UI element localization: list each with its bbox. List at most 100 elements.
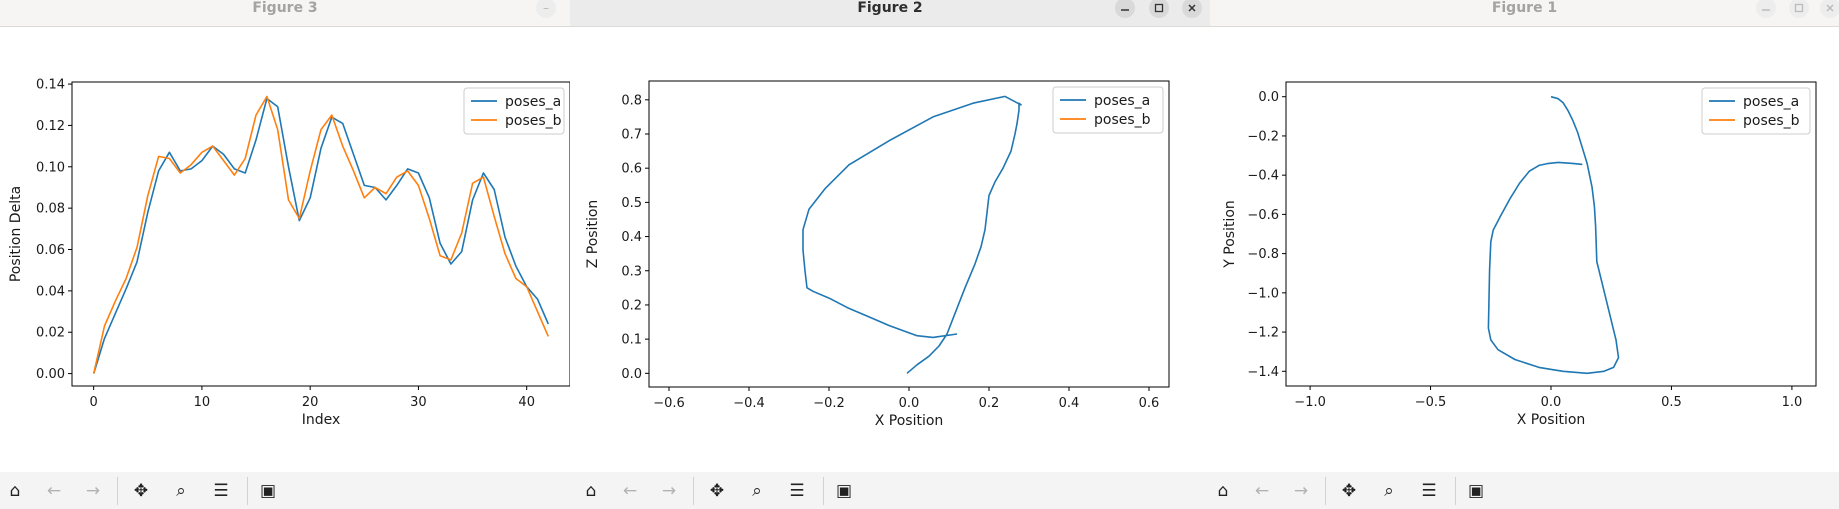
configure-icon[interactable]: ☰ [789,481,805,501]
y-axis-label: Z Position [585,200,601,269]
home-icon[interactable]: ⌂ [9,481,21,501]
save-icon[interactable]: ▣ [259,481,277,501]
pan-icon[interactable]: ✥ [1341,481,1357,501]
legend-label: poses_b [505,113,562,129]
x-axis-label: X Position [1517,412,1586,428]
legend-box [1701,87,1811,135]
legend-label: poses_b [1743,113,1800,129]
y-tick-label: 0.10 [36,160,65,175]
save-icon[interactable]: ▣ [835,481,853,501]
back-icon[interactable]: ← [1254,481,1270,501]
legend-box [463,87,565,135]
close-icon[interactable] [1182,0,1202,18]
toolbar-separator [117,477,118,505]
pan-icon[interactable]: ✥ [709,481,725,501]
x-tick-label: 0 [90,395,98,410]
x-tick-label: 0.2 [979,396,1000,411]
maximize-icon[interactable] [1149,0,1169,18]
x-tick-label: 10 [194,395,211,410]
y-tick-label: 0.00 [36,367,65,382]
toolbar-separator [1325,477,1326,505]
window-title: Figure 3 [252,0,318,16]
configure-icon[interactable]: ☰ [213,481,229,501]
y-tick-label: 0.14 [36,78,65,93]
legend-box [1052,86,1164,134]
toolbar-separator [823,477,824,505]
window-title: Figure 2 [857,0,923,16]
figure-3-window[interactable]: Figure 3 – 0 10 20 30 40 0.00 0.02 0.04 0.06 0.08… [0,0,570,509]
y-tick-label: 0.0 [621,367,642,382]
figure-1-plot: −1.0 −0.5 0.0 0.5 1.0 0.0 −0.2 −0.4 −0.6 −0.8 −1.0… [1222,81,1817,428]
back-icon[interactable]: ← [46,481,62,501]
window-titlebar[interactable]: Figure 1 [1210,0,1839,27]
y-tick-label: 0.6 [621,162,642,177]
window-titlebar[interactable]: Figure 3 – [0,0,570,27]
y-tick-label: −0.2 [1247,129,1279,144]
forward-icon[interactable]: → [1293,481,1309,501]
toolbar-separator [693,477,694,505]
configure-icon[interactable]: ☰ [1421,481,1437,501]
y-tick-label: 0.08 [36,202,65,217]
x-tick-label: −0.2 [813,396,845,411]
x-tick-label: 30 [410,395,427,410]
series-line-poses_a [802,95,1022,374]
maximize-icon[interactable] [1789,0,1809,18]
series-line-poses_a [1487,95,1620,375]
x-tick-label: 40 [518,395,535,410]
zoom-icon[interactable]: ⌕ [176,481,186,501]
save-icon[interactable]: ▣ [1467,481,1485,501]
y-tick-label: −1.4 [1247,365,1279,380]
pan-icon[interactable]: ✥ [133,481,149,501]
forward-icon[interactable]: → [85,481,101,501]
x-tick-label: −1.0 [1294,395,1326,410]
series-line-poses_b [92,95,550,374]
home-icon[interactable]: ⌂ [1217,481,1229,501]
y-tick-label: 0.06 [36,243,65,258]
minimize-icon[interactable] [1115,0,1135,18]
zoom-icon[interactable]: ⌕ [752,481,762,501]
figure-2-plot: −0.6 −0.4 −0.2 0.0 0.2 0.4 0.6 0.0 0.1 0.2 0.3 0.4 0… [585,80,1170,429]
x-tick-label: 0.0 [899,396,920,411]
zoom-icon[interactable]: ⌕ [1384,481,1394,501]
figure-2-window[interactable]: Figure 2 −0.6 −0.4 −0.2 0.0 0.2 0.4 0.6 0.0 0.1 0… [570,0,1210,509]
legend-label: poses_a [1094,93,1150,109]
forward-icon[interactable]: → [661,481,677,501]
y-tick-label: −0.6 [1247,208,1279,223]
x-axis-label: Index [302,412,341,428]
home-icon[interactable]: ⌂ [585,481,597,501]
window-title: Figure 1 [1491,0,1558,16]
minimize-icon[interactable] [1756,0,1776,18]
toolbar-separator [247,477,248,505]
x-tick-label: −0.5 [1415,395,1447,410]
minimize-icon[interactable]: – [536,0,556,18]
back-icon[interactable]: ← [622,481,638,501]
y-tick-label: 0.4 [621,230,642,245]
x-tick-label: 20 [302,395,319,410]
y-tick-label: 0.04 [36,284,65,299]
figure-1-window[interactable]: Figure 1 −1.0 −0.5 0.0 0.5 1.0 0.0 −0.2 −0.4 −0.… [1210,0,1839,509]
y-tick-label: 0.8 [621,93,642,108]
y-tick-label: 0.0 [1258,90,1279,105]
y-tick-label: −1.0 [1247,286,1279,301]
legend-label: poses_a [505,94,561,110]
window-titlebar[interactable]: Figure 2 [570,0,1210,27]
x-tick-label: −0.6 [653,396,685,411]
y-axis-label: Y Position [1222,200,1238,269]
x-tick-label: −0.4 [733,396,765,411]
x-tick-label: 0.6 [1139,396,1160,411]
close-icon[interactable] [1820,0,1839,18]
plot-toolbar: ⌂ ← → ✥ ⌕ ☰ ▣ [0,472,570,509]
x-tick-label: 0.4 [1059,396,1080,411]
legend-label: poses_a [1743,94,1799,110]
series-line-poses_a [92,97,550,374]
x-axis-label: X Position [875,413,944,429]
y-tick-label: 0.5 [621,196,642,211]
y-axis-label: Position Delta [8,186,24,282]
y-tick-label: 0.12 [36,119,65,134]
plot-toolbar: ⌂ ← → ✥ ⌕ ☰ ▣ [1210,472,1839,509]
y-tick-label: −1.2 [1247,326,1279,341]
plot-toolbar: ⌂ ← → ✥ ⌕ ☰ ▣ [570,472,1210,509]
y-tick-label: −0.8 [1247,247,1279,262]
toolbar-separator [1455,477,1456,505]
y-tick-label: 0.1 [621,333,642,348]
